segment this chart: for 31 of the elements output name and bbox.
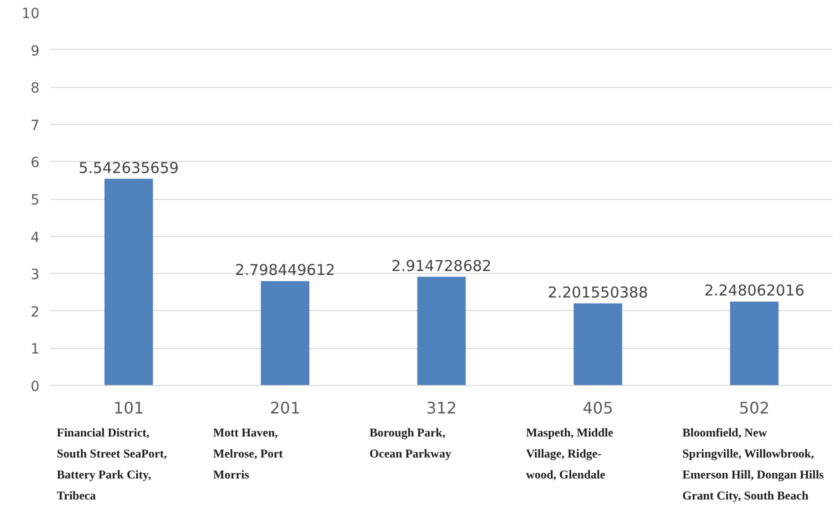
bar (260, 281, 310, 386)
y-tick-label: 4 (30, 230, 40, 246)
data-label: 2.914728682 (391, 256, 492, 275)
text: Bloomfield, New Springville, Willowbrook, Emerson Hill, Dongan Hills Grant City, South Beach (682, 426, 824, 502)
bar (417, 276, 466, 386)
data-label: 2.248062016 (704, 282, 804, 300)
bar (730, 302, 779, 386)
text: Mott Haven, Melrose, Port Morris (213, 426, 283, 482)
y-tick-label: 6 (30, 155, 40, 172)
text: Borough Park, Ocean Parkway (370, 426, 452, 460)
x-tick-label: 201 (270, 398, 300, 418)
y-tick-label: 9 (30, 43, 40, 60)
y-tick-label: 1 (30, 342, 40, 358)
bar (104, 178, 153, 386)
data-label: 2.201550388 (548, 283, 648, 302)
y-tick-label: 0 (30, 379, 40, 395)
y-tick-label: 7 (30, 118, 40, 134)
text: Financial District, South Street SeaPort, Battery Park City, Tribeca (56, 426, 167, 502)
data-label: 2.798449612 (235, 261, 336, 280)
y-tick-label: 2 (30, 304, 40, 320)
y-tick-label: 3 (30, 267, 40, 284)
text: Maspeth, Middle Village, Ridge- wood, Glendale (526, 426, 614, 482)
bar (574, 303, 622, 386)
y-tick-label: 8 (30, 80, 40, 97)
x-tick-label: 101 (113, 398, 144, 418)
x-tick-label: 405 (582, 398, 614, 418)
y-tick-label: 10 (22, 6, 40, 22)
data-label: 5.542635659 (78, 158, 179, 177)
y-tick-label: 5 (30, 192, 40, 208)
x-tick-label: 502 (739, 398, 770, 418)
x-tick-label: 312 (426, 398, 457, 418)
